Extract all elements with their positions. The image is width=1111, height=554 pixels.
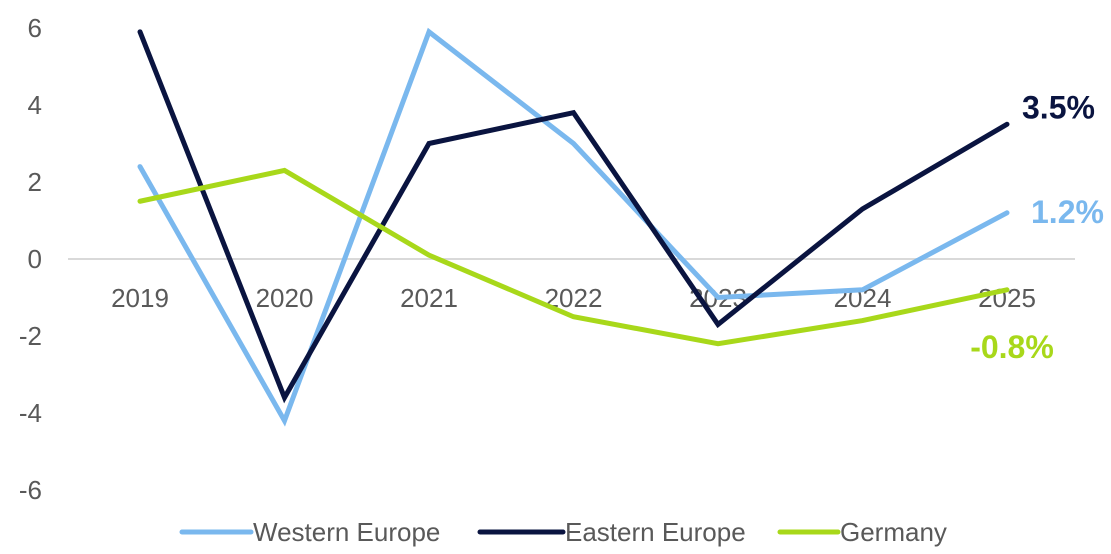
- y-tick-label: 0: [28, 244, 42, 274]
- series-line-western-europe: [137, 27, 1010, 427]
- y-tick-label: -6: [19, 475, 42, 505]
- y-tick-label: -4: [19, 398, 42, 428]
- y-tick-label: -2: [19, 321, 42, 351]
- legend-label: Eastern Europe: [565, 517, 746, 547]
- series-line-germany: [137, 167, 1010, 347]
- end-label-eastern-europe: 3.5%: [1022, 89, 1095, 125]
- end-label-germany: -0.8%: [970, 329, 1054, 365]
- series-lines: [137, 27, 1010, 427]
- legend-label: Germany: [840, 517, 947, 547]
- x-tick-label: 2019: [111, 283, 169, 313]
- end-labels: 1.2% 3.5% -0.8%: [970, 89, 1104, 365]
- y-axis-ticks: 6 4 2 0 -2 -4 -6: [19, 13, 42, 505]
- y-tick-label: 6: [28, 13, 42, 43]
- legend: Western Europe Eastern Europe Germany: [179, 517, 947, 547]
- series-line-eastern-europe: [137, 29, 1010, 404]
- y-tick-label: 2: [28, 167, 42, 197]
- y-tick-label: 4: [28, 90, 42, 120]
- x-tick-label: 2020: [256, 283, 314, 313]
- end-label-western-europe: 1.2%: [1031, 194, 1104, 230]
- legend-label: Western Europe: [253, 517, 440, 547]
- x-tick-label: 2021: [400, 283, 458, 313]
